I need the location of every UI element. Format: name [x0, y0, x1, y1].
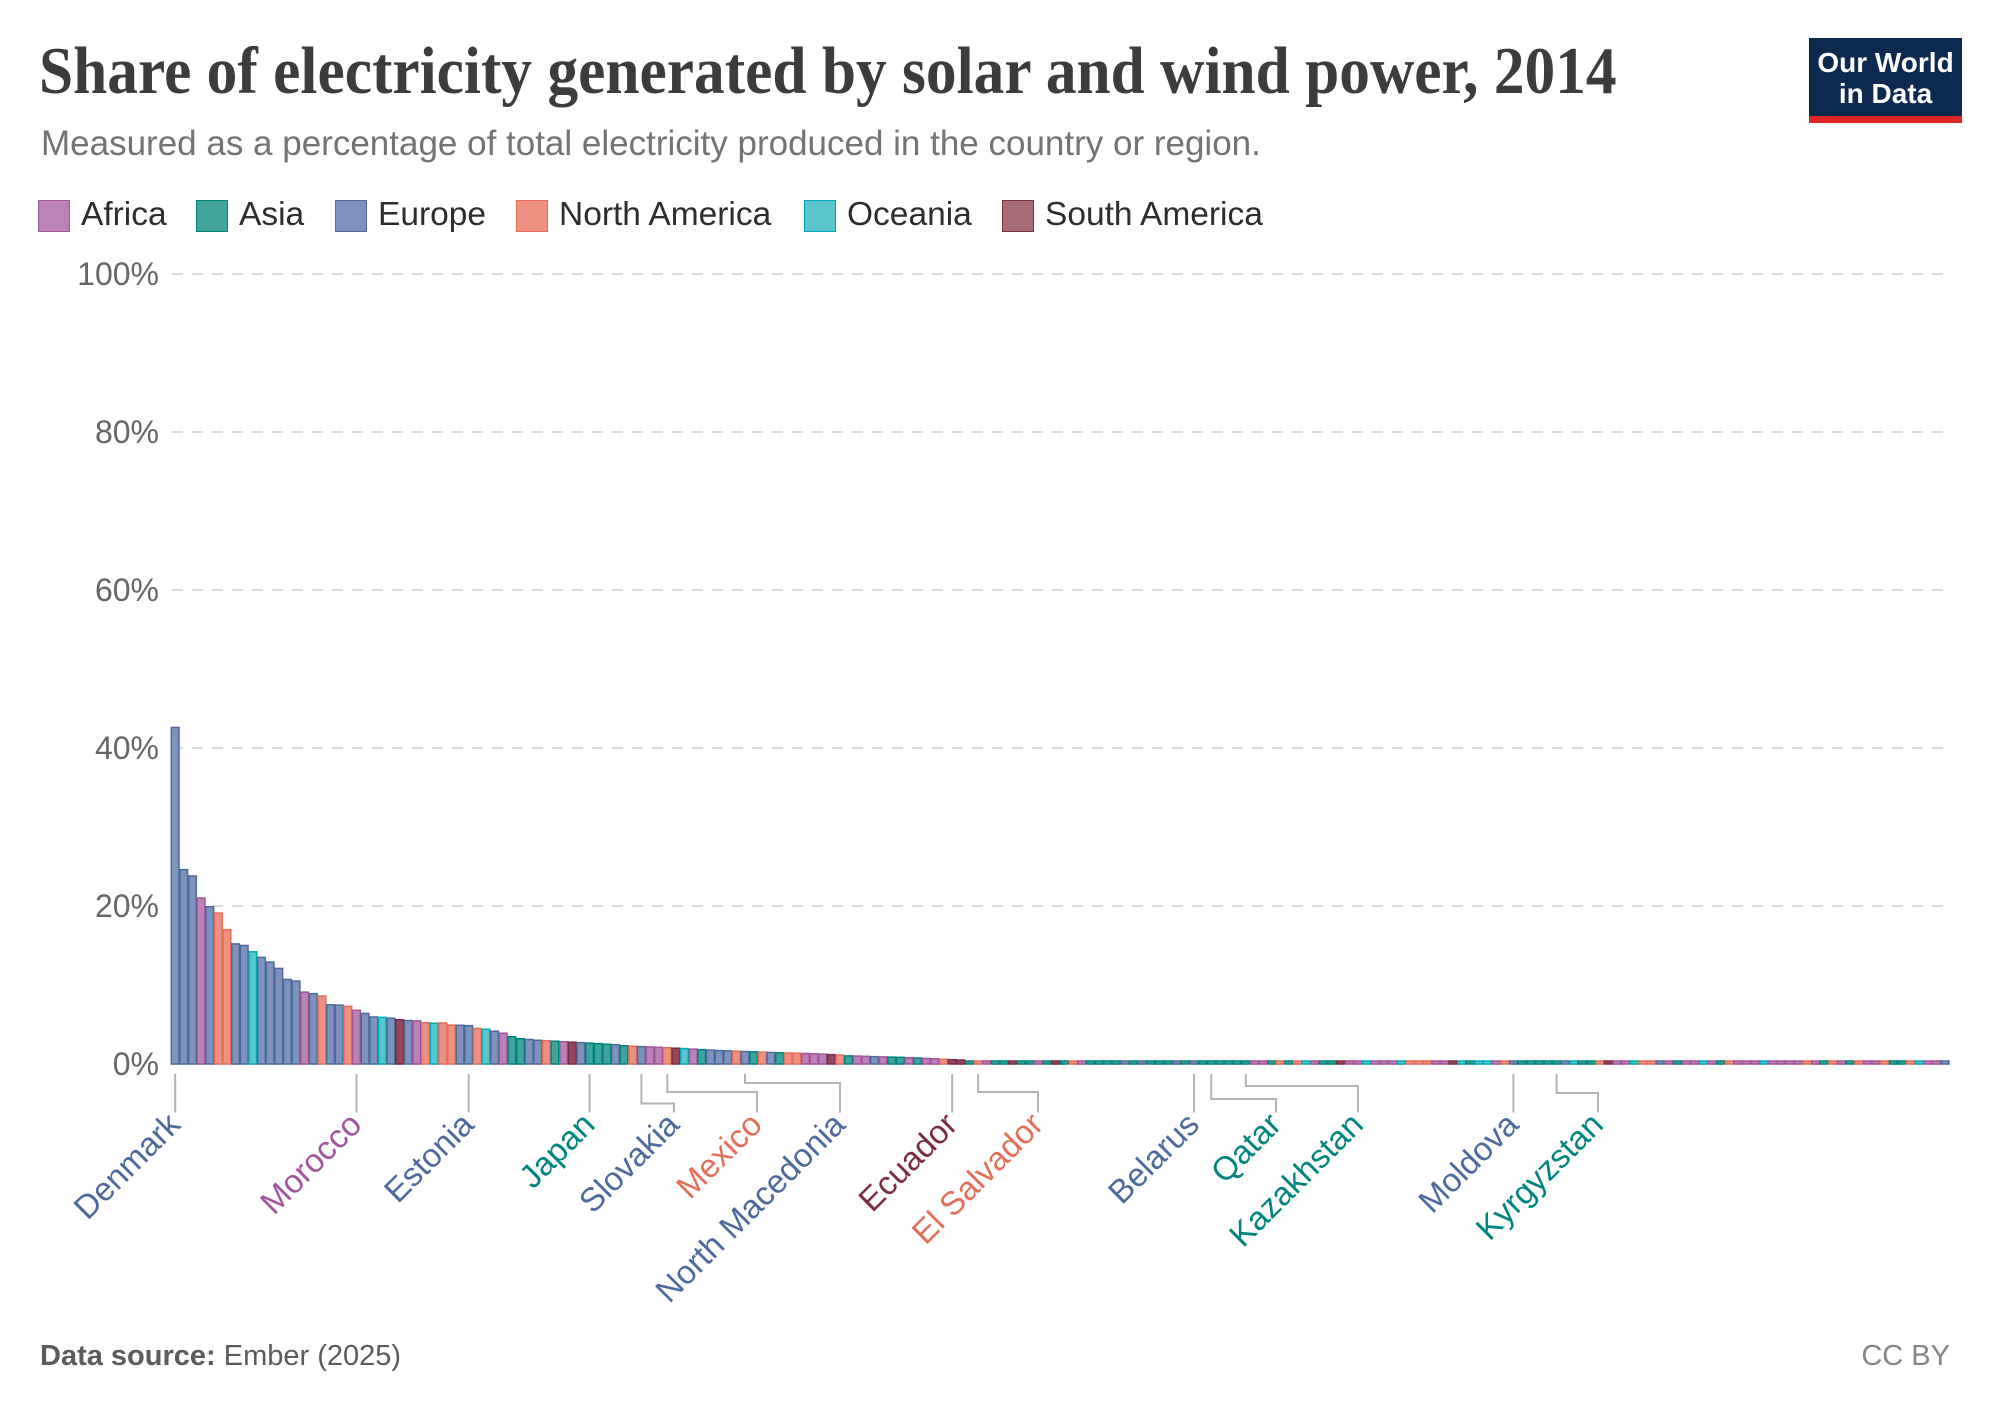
svg-text:0%: 0%: [113, 1046, 159, 1082]
svg-text:80%: 80%: [95, 414, 159, 450]
svg-text:60%: 60%: [95, 572, 159, 608]
svg-text:Morocco: Morocco: [253, 1105, 369, 1221]
svg-text:Belarus: Belarus: [1101, 1105, 1206, 1210]
svg-text:Estonia: Estonia: [377, 1105, 481, 1209]
svg-text:20%: 20%: [95, 888, 159, 924]
svg-text:100%: 100%: [77, 256, 159, 292]
svg-text:Denmark: Denmark: [66, 1105, 187, 1226]
svg-text:40%: 40%: [95, 730, 159, 766]
